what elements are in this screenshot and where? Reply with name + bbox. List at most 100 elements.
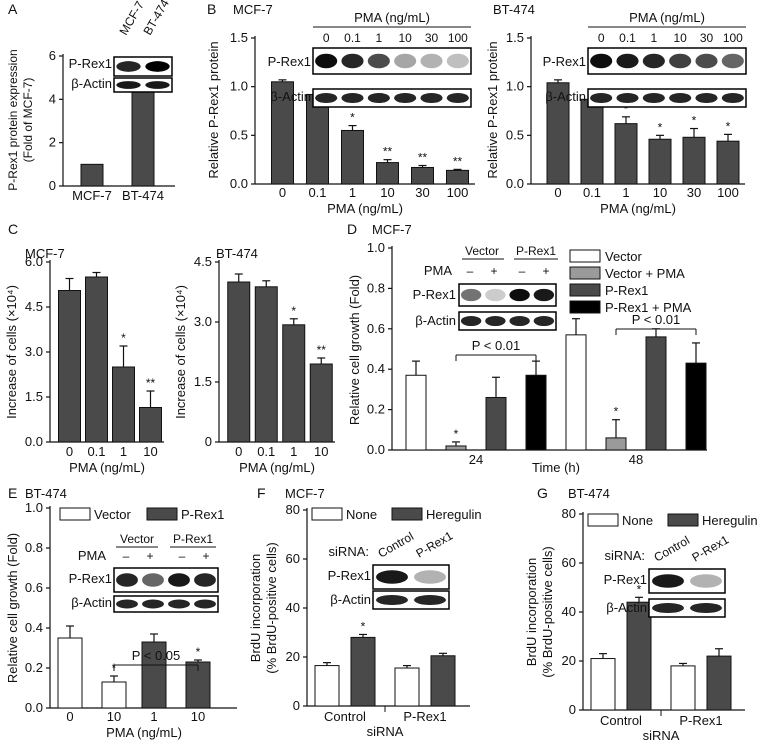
legend-label: P-Rex1 xyxy=(605,283,648,298)
y-tick-label: 20 xyxy=(562,653,576,668)
blot-pma-sign: – xyxy=(519,264,526,278)
legend-label: None xyxy=(622,513,653,528)
blot-pma-sign: – xyxy=(467,264,474,278)
blot-b-actin-band xyxy=(721,92,744,104)
bar-b xyxy=(716,140,740,185)
blot-b-prex1-band xyxy=(341,53,364,69)
blot-pma-sign: + xyxy=(542,264,549,278)
y-tick-label: 1.5 xyxy=(25,389,43,404)
x-axis-label: siRNA xyxy=(643,728,680,743)
significance-mark: * xyxy=(291,304,296,318)
blot-b-actin-band xyxy=(341,92,364,104)
blot-lane-label: 0 xyxy=(323,31,330,45)
blot-e-actin-band xyxy=(168,599,190,609)
y-tick-label: 6.0 xyxy=(25,254,43,269)
blot-sirna-label: siRNA: xyxy=(329,544,369,559)
x-tick-label: 0 xyxy=(554,185,561,200)
y-tick-label: 40 xyxy=(286,600,300,615)
panel-label-b: B xyxy=(207,1,216,17)
y-tick-label: 0.0 xyxy=(25,700,43,715)
panel-title: MCF-7 xyxy=(372,222,412,237)
bar-e xyxy=(101,681,127,709)
legend-swatch xyxy=(569,300,601,314)
x-tick-label: Control xyxy=(600,713,642,728)
blot-b-prex1-band xyxy=(669,53,692,69)
y-tick-label: 0.5 xyxy=(506,127,524,142)
blot-f-prex1-band xyxy=(376,570,408,584)
blot-pma-sign: + xyxy=(146,549,153,563)
blot-lane-label: 30 xyxy=(425,31,439,45)
blot-row-label: P-Rex1 xyxy=(413,287,456,302)
blot-e-actin-frame xyxy=(113,595,219,613)
panel-title: BT-474 xyxy=(568,486,610,501)
legend-swatch xyxy=(391,507,423,521)
blot-header: PMA (ng/mL) xyxy=(629,10,705,25)
y-axis-label: BrdU incorporation xyxy=(524,558,539,666)
y-tick-label: 0 xyxy=(569,702,576,717)
y-tick-label: 0.0 xyxy=(506,176,524,191)
significance-mark: ** xyxy=(146,376,156,390)
x-axis-label: PMA (ng/mL) xyxy=(600,201,676,216)
x-axis-label: PMA (ng/mL) xyxy=(106,725,182,740)
x-tick-label: 0.1 xyxy=(257,444,275,459)
y-axis-label: Increase of cells (×10⁴) xyxy=(173,285,188,419)
blot-sirna-label: siRNA: xyxy=(605,548,645,563)
bar-f xyxy=(314,665,340,707)
blot-lane-label: 30 xyxy=(700,31,714,45)
bar-g xyxy=(626,601,652,711)
blot-group-label: Vector xyxy=(465,244,499,258)
blot-d-actin-band xyxy=(460,315,482,327)
y-tick-label: 2 xyxy=(49,135,56,150)
bar-d xyxy=(685,362,707,451)
x-tick-label: 1 xyxy=(622,185,629,200)
x-tick-label: 10 xyxy=(143,444,157,459)
blot-d-prex1-band xyxy=(509,288,530,302)
y-axis-label: Relative P-Rex1 protein xyxy=(206,41,221,178)
blot-lane-label: P-Rex1 xyxy=(690,532,732,564)
blot-d-actin-band xyxy=(485,315,506,327)
x-axis-label: PMA (ng/mL) xyxy=(69,460,145,475)
x-tick-label: MCF-7 xyxy=(72,188,112,203)
legend-label: Heregulin xyxy=(426,507,482,522)
bar-d xyxy=(605,437,627,451)
blot-row-label: P-Rex1 xyxy=(268,54,311,69)
x-axis-label: PMA (ng/mL) xyxy=(239,460,315,475)
blot-lane-label: Control xyxy=(652,533,693,564)
significance-mark: * xyxy=(614,405,619,419)
blot-b-actin-band xyxy=(616,92,639,104)
x-tick-label: 100 xyxy=(447,185,469,200)
blot-group-label: P-Rex1 xyxy=(516,244,556,258)
y-tick-label: 1.0 xyxy=(506,79,524,94)
panel-label-a: A xyxy=(8,1,18,17)
significance-mark: ** xyxy=(453,154,463,168)
x-tick-label: 1 xyxy=(150,709,157,724)
y-tick-label: 0.8 xyxy=(367,280,385,295)
x-tick-label: 24 xyxy=(469,452,483,467)
blot-b-actin-band xyxy=(315,92,338,104)
legend-swatch xyxy=(569,266,601,280)
y-tick-label: 20 xyxy=(286,649,300,664)
blot-pma-sign: – xyxy=(123,549,130,563)
y-tick-label: 4.5 xyxy=(194,254,212,269)
blot-e-actin-band xyxy=(116,599,138,609)
legend-label: Vector xyxy=(94,507,132,522)
y-tick-label: 80 xyxy=(562,506,576,521)
x-tick-label: 10 xyxy=(191,709,205,724)
blot-b-prex1-band xyxy=(420,53,443,69)
bar-b xyxy=(682,136,706,185)
bar-b xyxy=(306,93,329,185)
y-tick-label: 0.6 xyxy=(25,580,43,595)
blot-b-actin-band xyxy=(642,92,665,104)
panel-label-g: G xyxy=(537,485,548,501)
significance-mark: * xyxy=(350,111,355,125)
significance-mark: * xyxy=(692,114,697,128)
blot-d-prex1-frame xyxy=(458,283,557,307)
blot-d-prex1-band xyxy=(533,288,555,302)
legend-swatch xyxy=(569,283,601,297)
blot-row-label: β-Actin xyxy=(330,592,371,607)
blot-pma-sign: + xyxy=(202,549,209,563)
panel-label-f: F xyxy=(257,485,266,501)
blot-b-actin-band xyxy=(695,92,718,104)
pvalue-label: P < 0.05 xyxy=(132,648,181,663)
blot-d-prex1-band xyxy=(485,288,506,302)
